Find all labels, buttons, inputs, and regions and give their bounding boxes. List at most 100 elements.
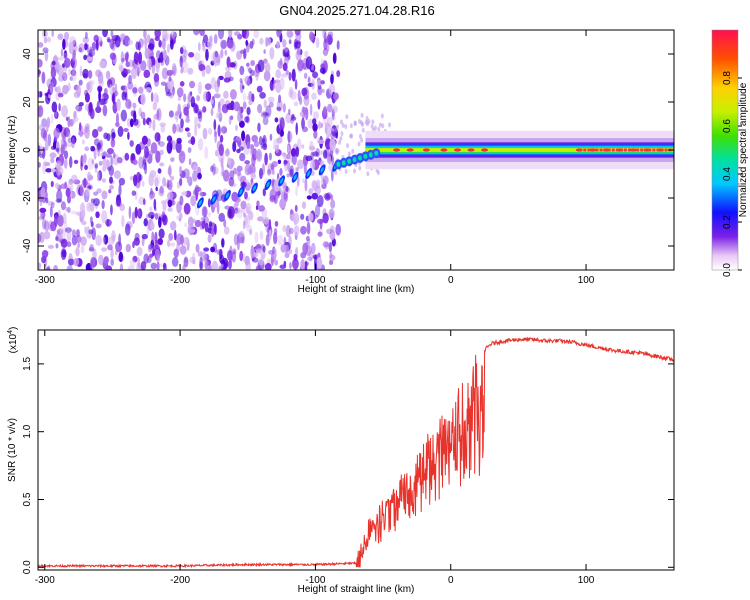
- colorbar-frame: [711, 29, 739, 271]
- spectrogram-cell: [54, 182, 60, 189]
- spectrogram-cell: [194, 104, 199, 114]
- spectrogram-cell: [296, 46, 302, 56]
- spectrogram-cell: [217, 124, 221, 137]
- spectrogram-cell: [197, 172, 202, 180]
- spectrogram-cell: [274, 220, 279, 227]
- spectrogram-cell: [233, 101, 241, 112]
- spectrogram-cell: [157, 238, 164, 246]
- spectrogram-cell: [71, 118, 76, 124]
- spectrogram-cell: [607, 148, 611, 152]
- spectrogram-cell: [202, 44, 206, 52]
- spectrogram-cell: [115, 241, 123, 253]
- spectrogram-cell: [219, 49, 224, 59]
- spectrogram-cell: [133, 110, 137, 123]
- spectrogram-cell: [93, 191, 99, 196]
- spectrogram-cell: [347, 158, 352, 164]
- spectrogram-cell: [282, 39, 287, 48]
- spectrogram-cell: [140, 60, 147, 71]
- spectrogram-cell: [244, 160, 250, 165]
- spectrogram-cell: [49, 81, 55, 94]
- spectrogram-cell: [286, 173, 290, 178]
- spectrogram-cell: [53, 127, 60, 140]
- spectrogram-cell: [56, 141, 60, 154]
- spectrogram-cell: [180, 118, 184, 129]
- spectrogram-cell: [167, 179, 173, 191]
- spectrogram-cell: [175, 140, 182, 154]
- spectrogram-cell: [302, 106, 308, 116]
- spectrogram-cell: [192, 170, 198, 182]
- spectrogram-cell: [44, 139, 49, 151]
- spectrogram-cell: [141, 135, 148, 145]
- spectrogram-cell: [107, 166, 112, 171]
- spectrogram-cell: [197, 123, 201, 129]
- spectrogram-cell: [309, 103, 313, 116]
- spectrogram-cell: [257, 216, 264, 222]
- spectrogram-cell: [110, 138, 116, 148]
- spectrogram-cell: [296, 175, 300, 188]
- spectrogram-cell: [184, 127, 190, 132]
- spectrogram-cell: [254, 231, 259, 244]
- spectrogram-cell: [89, 80, 95, 86]
- spectrogram-cell: [583, 148, 587, 152]
- spectrogram-cell: [168, 110, 174, 118]
- spectrogram-cell: [155, 186, 158, 192]
- colorbar-tick-label: 0.4: [722, 167, 733, 181]
- spectrogram-cell: [316, 257, 323, 269]
- spectrogram-cell: [253, 69, 260, 77]
- spectrogram-cell: [197, 138, 204, 151]
- spectrogram-cell: [361, 122, 365, 128]
- spectrogram-cell: [194, 124, 198, 137]
- spectrogram-cell: [79, 65, 83, 77]
- spectrogram-cell: [165, 91, 172, 97]
- spectrogram-cell: [250, 144, 255, 155]
- spectrogram-cell: [215, 149, 219, 157]
- spectrogram-cell: [90, 221, 94, 228]
- spectrogram-cell: [76, 84, 82, 97]
- spectrogram-cell: [88, 229, 94, 235]
- spectrogram-cell: [96, 100, 100, 113]
- spectrogram-cell: [138, 86, 144, 94]
- spectrogram-cell: [283, 244, 290, 254]
- spectrogram-cell: [347, 151, 351, 157]
- spectrogram-cell: [222, 169, 230, 182]
- colorbar-label: Normalized spectral amplitude: [738, 82, 749, 217]
- spectrogram-cell: [114, 35, 121, 48]
- spectrogram-cell: [381, 123, 385, 129]
- spectrogram-cell: [201, 69, 206, 77]
- spectrogram-cell: [249, 228, 253, 236]
- spectrogram-cell: [120, 85, 126, 91]
- spectrogram-cell: [102, 158, 108, 167]
- spectrogram-cell: [218, 265, 222, 270]
- spectrogram-cell: [63, 31, 70, 41]
- spectrogram-cell: [80, 154, 84, 167]
- spectrogram-cell: [440, 148, 448, 152]
- spectrogram-cell: [330, 199, 336, 209]
- spectrogram-cell: [277, 189, 280, 199]
- spectrogram-cell: [170, 175, 175, 181]
- spectrogram-cell: [223, 77, 231, 83]
- spectrogram-cell: [591, 148, 595, 152]
- spectrogram-cell: [211, 260, 219, 270]
- spectrogram-cell: [152, 118, 156, 132]
- spectrogram-cell: [304, 50, 309, 58]
- spectrogram-cell: [150, 221, 155, 230]
- spectrogram-cell: [47, 200, 54, 206]
- spectrogram-cell: [142, 159, 147, 171]
- spectrogram-cell: [179, 81, 185, 87]
- spectrogram-cell: [95, 234, 102, 246]
- spectrogram-cell: [339, 119, 343, 125]
- spectrogram-cell: [88, 49, 96, 57]
- spectrogram-cell: [102, 165, 107, 172]
- spectrogram-cell: [235, 124, 238, 132]
- spectrogram-cell: [80, 209, 86, 219]
- spectrogram-cell: [68, 41, 74, 55]
- spectrogram-y-tick-label: 40: [22, 48, 33, 60]
- spectrogram-cell: [267, 37, 272, 46]
- spectrogram-cell: [127, 131, 130, 140]
- spectrogram-cell: [220, 39, 228, 49]
- spectrogram-cell: [223, 219, 227, 228]
- spectrogram-cell: [119, 203, 125, 212]
- spectrogram-cell: [194, 116, 199, 128]
- spectrogram-cell: [353, 168, 357, 174]
- spectrogram-cell: [268, 228, 272, 241]
